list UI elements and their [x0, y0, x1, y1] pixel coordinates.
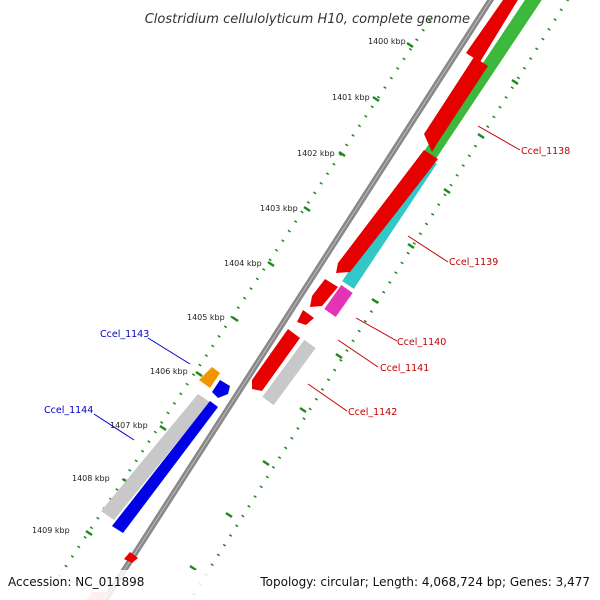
tick-mark: [299, 406, 307, 414]
tick-mark: [85, 529, 93, 537]
gene-Ccel_1139[interactable]: [336, 150, 438, 273]
tick-label: 1406 kbp: [150, 367, 188, 376]
tick-label: 1409 kbp: [32, 526, 70, 535]
guide-tracks: [48, 0, 570, 600]
leader-Ccel_1142: [307, 383, 348, 412]
forward-genes: [86, 0, 524, 600]
leader-Ccel_1143: [147, 337, 191, 365]
leader-Ccel_1139: [407, 235, 449, 263]
gene-fragment-top[interactable]: [466, 0, 524, 62]
tick-mark: [189, 564, 197, 572]
gene-label[interactable]: Ccel_1142: [348, 407, 397, 418]
map-title: Clostridium cellulolyticum H10, complete…: [145, 12, 470, 27]
gene-label[interactable]: Ccel_1140: [397, 337, 446, 348]
gene-Ccel_1143[interactable]: [212, 380, 230, 398]
leader-Ccel_1141: [337, 339, 379, 368]
tick-mark: [195, 370, 203, 378]
backbone-line: [102, 0, 495, 600]
gene-label[interactable]: Ccel_1144: [44, 405, 93, 416]
tick-mark: [231, 315, 239, 323]
tick-mark: [372, 95, 380, 103]
tick-mark: [477, 132, 485, 140]
outer-tick-marks: [85, 41, 414, 537]
gene-Ccel_1141[interactable]: [297, 310, 314, 325]
gene-Ccel_1144[interactable]: [112, 401, 218, 533]
leader-Ccel_1144: [93, 413, 135, 441]
gene-Ccel_1143-cog[interactable]: [199, 367, 220, 388]
tick-mark: [335, 352, 343, 360]
gene-fragment-bottom[interactable]: [124, 552, 138, 563]
tick-mark: [443, 187, 451, 195]
tick-mark: [406, 41, 414, 49]
accession-text: Accession: NC_011898: [8, 575, 144, 589]
backbone-highlight: [104, 0, 492, 600]
gene-Ccel_1140[interactable]: [310, 279, 338, 307]
gene-Ccel_1142[interactable]: [252, 329, 300, 391]
leader-Ccel_1140: [355, 317, 398, 342]
gene-label[interactable]: Ccel_1138: [521, 146, 570, 157]
gene-label[interactable]: Ccel_1141: [380, 363, 429, 374]
tick-label: 1403 kbp: [260, 204, 298, 213]
reverse-genes: [101, 367, 230, 533]
tick-mark: [303, 205, 311, 213]
tick-label: 1405 kbp: [187, 313, 225, 322]
gene-Ccel_1140-cog[interactable]: [324, 284, 353, 318]
tick-mark: [338, 150, 346, 158]
tick-mark: [159, 424, 167, 432]
tick-mark: [262, 459, 270, 467]
gene-label[interactable]: Ccel_1139: [449, 257, 498, 268]
tick-mark: [267, 260, 275, 268]
tick-mark: [407, 242, 415, 250]
gene-Ccel_1138-cog[interactable]: [424, 0, 542, 159]
tick-label: 1401 kbp: [332, 93, 370, 102]
genome-backbone: [102, 0, 495, 600]
gene-Ccel_1138[interactable]: [424, 57, 488, 152]
gene-Ccel_1144-cog[interactable]: [101, 394, 210, 520]
leader-Ccel_1138: [477, 125, 521, 151]
tick-label: 1408 kbp: [72, 474, 110, 483]
genome-summary-text: Topology: circular; Length: 4,068,724 bp…: [259, 575, 590, 589]
leader-lines: [93, 125, 521, 441]
gene-labels: Ccel_1138 Ccel_1139 Ccel_1140 Ccel_1141 …: [44, 146, 570, 418]
tick-mark: [511, 78, 519, 86]
gene-label[interactable]: Ccel_1143: [100, 329, 149, 340]
tick-mark: [225, 511, 233, 519]
inner-guide-track: [188, 0, 570, 600]
tick-mark: [371, 297, 379, 305]
tick-label: 1400 kbp: [368, 37, 406, 46]
tick-label: 1404 kbp: [224, 259, 262, 268]
tick-label: 1402 kbp: [297, 149, 335, 158]
tick-label: 1407 kbp: [110, 421, 148, 430]
tick-labels: 1400 kbp 1401 kbp 1402 kbp 1403 kbp 1404…: [32, 37, 406, 535]
inner-tick-marks: [189, 78, 519, 572]
gene-Ccel_1142-cog[interactable]: [262, 339, 316, 406]
footer-background: [0, 570, 600, 600]
